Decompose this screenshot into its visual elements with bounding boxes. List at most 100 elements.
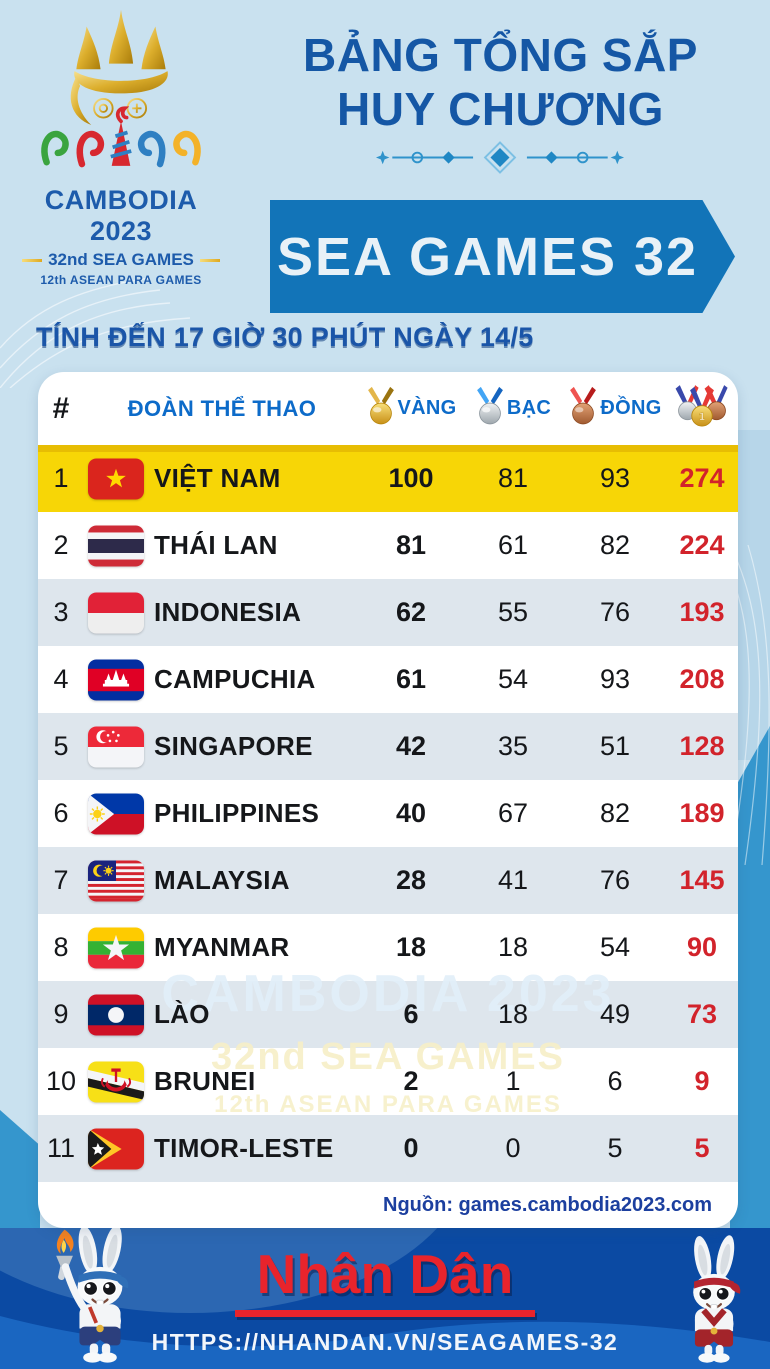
flag-vietnam-icon: [88, 457, 144, 500]
page-title-line1: BẢNG TỔNG SẮP: [303, 29, 698, 81]
silver-count: 35: [497, 731, 529, 761]
footer-wave-shape: [0, 1316, 770, 1369]
gold-count: 40: [395, 798, 427, 828]
total-count: 5: [694, 1133, 710, 1163]
country-name: MALAYSIA: [154, 865, 290, 895]
rank-value: 7: [53, 865, 69, 895]
rank-value: 6: [53, 798, 69, 828]
gold-column-label: VÀNG: [397, 397, 457, 419]
gold-count: 81: [395, 530, 427, 560]
source-link[interactable]: Nguồn: games.cambodia2023.com: [383, 1193, 712, 1216]
total-count: 9: [694, 1066, 710, 1096]
medal-table-header: # ĐOÀN THỂ THAO VÀNG BẠC ĐỒNG 1: [38, 372, 738, 445]
rank-value: 1: [53, 463, 69, 493]
flag-cell: [84, 658, 148, 701]
total-count: 90: [686, 932, 718, 962]
title-ornament: [250, 140, 750, 180]
gold-count: 42: [395, 731, 427, 761]
page-title-line2: HUY CHƯƠNG: [337, 83, 664, 136]
gold-count: 61: [395, 664, 427, 694]
rank-value: 10: [45, 1066, 77, 1096]
logo-games-line: 32nd SEA GAMES: [16, 250, 226, 270]
table-row: 4 CAMPUCHIA 61 54 93 208: [38, 646, 738, 713]
flag-cell: [84, 1060, 148, 1103]
flag-cell: [84, 993, 148, 1036]
rank-value: 11: [46, 1133, 76, 1163]
gold-count: 2: [403, 1066, 419, 1096]
svg-text:1: 1: [699, 411, 705, 423]
flag-cell: [84, 457, 148, 500]
gold-count: 28: [395, 865, 427, 895]
table-row: 10 BRUNEI 2 1 6 9: [38, 1048, 738, 1115]
medal-table: # ĐOÀN THỂ THAO VÀNG BẠC ĐỒNG 1 1 VIỆT N…: [38, 372, 738, 1228]
table-row: 1 VIỆT NAM 100 81 93 274: [38, 445, 738, 512]
flag-brunei-icon: [88, 1060, 144, 1103]
country-name: VIỆT NAM: [154, 463, 281, 493]
nhan-dan-underline: [235, 1310, 535, 1317]
bronze-count: 5: [607, 1133, 623, 1163]
flag-philippines-icon: [88, 792, 144, 835]
bronze-count: 76: [599, 865, 631, 895]
mascot-right-icon: [662, 1234, 766, 1369]
total-count: 193: [679, 597, 725, 627]
bronze-column-label: ĐỒNG: [600, 397, 662, 419]
gold-count: 18: [395, 932, 427, 962]
silver-count: 41: [497, 865, 529, 895]
flag-timor-leste-icon: [88, 1127, 144, 1170]
table-row: 9 LÀO 6 18 49 73: [38, 981, 738, 1048]
total-count: 189: [679, 798, 725, 828]
silver-count: 55: [497, 597, 529, 627]
total-count: 73: [686, 999, 718, 1029]
bronze-medal-icon: [568, 386, 598, 431]
flag-cell: [84, 725, 148, 768]
footer-url-link[interactable]: HTTPS://NHANDAN.VN/SEAGAMES-32: [151, 1329, 619, 1355]
silver-count: 18: [497, 932, 529, 962]
country-name: MYANMAR: [154, 932, 290, 962]
gold-count: 100: [388, 463, 434, 493]
table-row: 3 INDONESIA 62 55 76 193: [38, 579, 738, 646]
silver-count: 18: [497, 999, 529, 1029]
table-row: 6 PHILIPPINES 40 67 82 189: [38, 780, 738, 847]
flag-thailand-icon: [88, 524, 144, 567]
sea-games-banner: SEA GAMES 32: [270, 200, 735, 313]
flag-cambodia-icon: [88, 658, 144, 701]
bronze-count: 6: [607, 1066, 623, 1096]
bronze-column-header: ĐỒNG: [564, 386, 666, 431]
flag-cell: [84, 792, 148, 835]
gold-crown-icon: [70, 9, 168, 126]
flag-cell: [84, 859, 148, 902]
country-name: LÀO: [154, 999, 210, 1029]
table-row: 8 MYANMAR 18 18 54 90: [38, 914, 738, 981]
logo-tick-left: [22, 258, 43, 262]
country-name: THÁI LAN: [154, 530, 278, 560]
table-row: 7 MALAYSIA 28 41 76 145: [38, 847, 738, 914]
total-medals-icon: 1: [673, 384, 731, 433]
rank-value: 9: [53, 999, 69, 1029]
table-row: 11 TIMOR-LESTE 0 0 5 5: [38, 1115, 738, 1182]
bronze-count: 93: [599, 664, 631, 694]
cambodia-2023-logo-block: CAMBODIA 2023 32nd SEA GAMES 12th ASEAN …: [16, 6, 226, 287]
total-count: 274: [679, 463, 725, 493]
sea-games-banner-label: SEA GAMES 32: [276, 226, 699, 287]
logo-tick-right: [199, 258, 220, 262]
gold-count: 0: [403, 1133, 419, 1163]
rank-column-header: #: [52, 391, 70, 425]
medal-table-body: 1 VIỆT NAM 100 81 93 274 2 THÁI LAN 81 6…: [38, 445, 738, 1182]
gold-column-header: VÀNG: [360, 386, 462, 431]
flag-indonesia-icon: [88, 591, 144, 634]
naga-center-icon: [110, 106, 132, 166]
bronze-count: 54: [599, 932, 631, 962]
country-name: PHILIPPINES: [154, 798, 320, 828]
cambodia-2023-logo-art: [41, 9, 201, 168]
bronze-count: 93: [599, 463, 631, 493]
country-name: INDONESIA: [154, 597, 302, 627]
bronze-count: 51: [599, 731, 631, 761]
silver-column-header: BẠC: [462, 386, 564, 431]
nhan-dan-brand: Nhân Dân: [256, 1243, 514, 1305]
silver-count: 54: [497, 664, 529, 694]
country-name: TIMOR-LESTE: [154, 1133, 334, 1163]
silver-column-label: BẠC: [506, 397, 552, 419]
total-count: 145: [679, 865, 725, 895]
logo-emblems-icon: [93, 98, 148, 119]
total-column-header: 1: [666, 384, 738, 433]
